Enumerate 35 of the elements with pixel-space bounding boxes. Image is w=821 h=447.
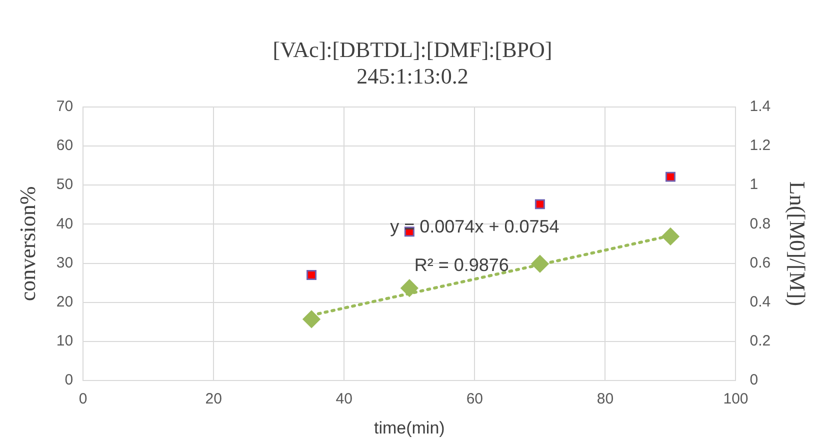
text: [VAc]:[DBTDL]:[DMF]:[BPO] <box>272 36 552 62</box>
point <box>400 279 418 297</box>
point <box>662 228 680 246</box>
point <box>531 255 549 273</box>
y2-tick-label: 1.2 <box>750 137 771 154</box>
x-tick-label: 80 <box>596 390 614 408</box>
point <box>302 310 320 328</box>
y-tick-label: 0 <box>64 372 74 389</box>
text: 245:1:13:0.2 <box>356 63 468 88</box>
x-axis-title: time(min) <box>374 418 445 438</box>
y-tick-label: 70 <box>56 98 74 115</box>
y2-tick-label: 0 <box>750 372 758 389</box>
y-tick-label: 60 <box>56 137 74 154</box>
y2-tick-label: 1.4 <box>750 98 771 115</box>
y-tick-label: 30 <box>56 254 74 272</box>
y2-axis-title: Ln([M0]/[M]) <box>785 181 810 306</box>
y-axis-title: conversion% <box>14 186 40 302</box>
y2-tick-label: 0.8 <box>750 215 771 232</box>
point <box>306 270 317 280</box>
y2-tick-label: 0.2 <box>750 332 771 350</box>
y2-tick-label: 0.6 <box>750 254 771 272</box>
point <box>665 172 676 182</box>
y-tick-label: 10 <box>56 332 74 350</box>
x-tick-label: 20 <box>205 390 222 408</box>
y-tick-label: 50 <box>56 176 74 194</box>
x-tick-label: 40 <box>336 390 352 408</box>
x-tick-label: 100 <box>723 390 748 408</box>
point <box>534 199 545 210</box>
x-tick-label: 0 <box>78 390 88 408</box>
y-tick-label: 20 <box>56 294 74 311</box>
y-tick-label: 40 <box>56 215 74 232</box>
y2-tick-label: 0.4 <box>750 294 771 311</box>
y2-tick-label: 1 <box>750 176 758 194</box>
x-tick-label: 60 <box>466 390 484 408</box>
annotation: R² = 0.9876 <box>414 255 509 276</box>
